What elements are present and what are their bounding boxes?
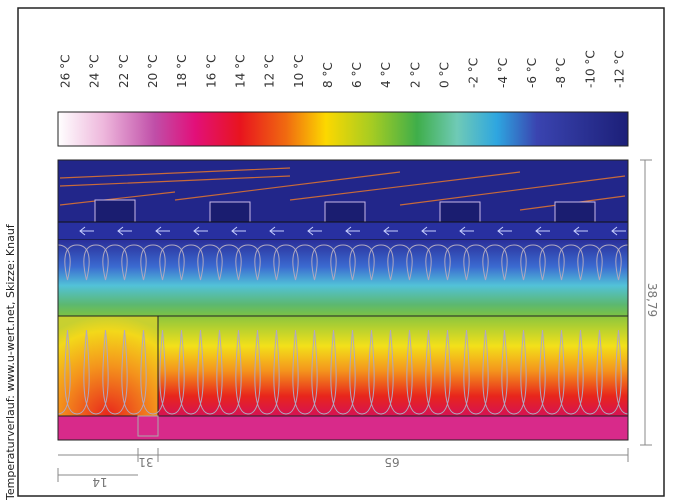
scale-label: 6 °C [350,62,364,88]
scale-label: 8 °C [321,62,335,88]
dim-width-block: 31 [138,455,153,469]
scale-label: 10 °C [292,55,306,88]
scale-label: 0 °C [438,62,452,88]
scale-label: 26 °C [59,55,73,88]
scale-label: -6 °C [525,58,539,88]
scale-label: 4 °C [379,62,393,88]
scale-label: 12 °C [263,55,277,88]
scale-label: -2 °C [467,58,481,88]
scale-label: 16 °C [204,55,218,88]
dim-width-main: 65 [384,455,399,469]
scale-label: -12 °C [613,50,627,88]
credit: Temperaturverlauf: www.u-wert.net, Skizz… [4,223,17,501]
dim-width-small: 14 [92,475,107,489]
scale-label: 24 °C [88,55,102,88]
scale-label: 22 °C [117,55,131,88]
dim-height: 38,79 [645,283,659,317]
scale-label: 20 °C [146,55,160,88]
scale-label: -10 °C [583,50,597,88]
scale-label: -4 °C [496,58,510,88]
scale-label: -8 °C [554,58,568,88]
simulation [58,160,628,440]
scale-label: 14 °C [233,55,247,88]
scale-label: 2 °C [408,62,422,88]
color-scale [58,112,628,146]
scale-labels: 26 °C 24 °C 22 °C 20 °C 18 °C 16 °C 14 °C 12 °C… [59,50,627,88]
figure: Temperaturverlauf: www.u-wert.net, Skizz… [0,0,675,504]
scale-label: 18 °C [175,55,189,88]
